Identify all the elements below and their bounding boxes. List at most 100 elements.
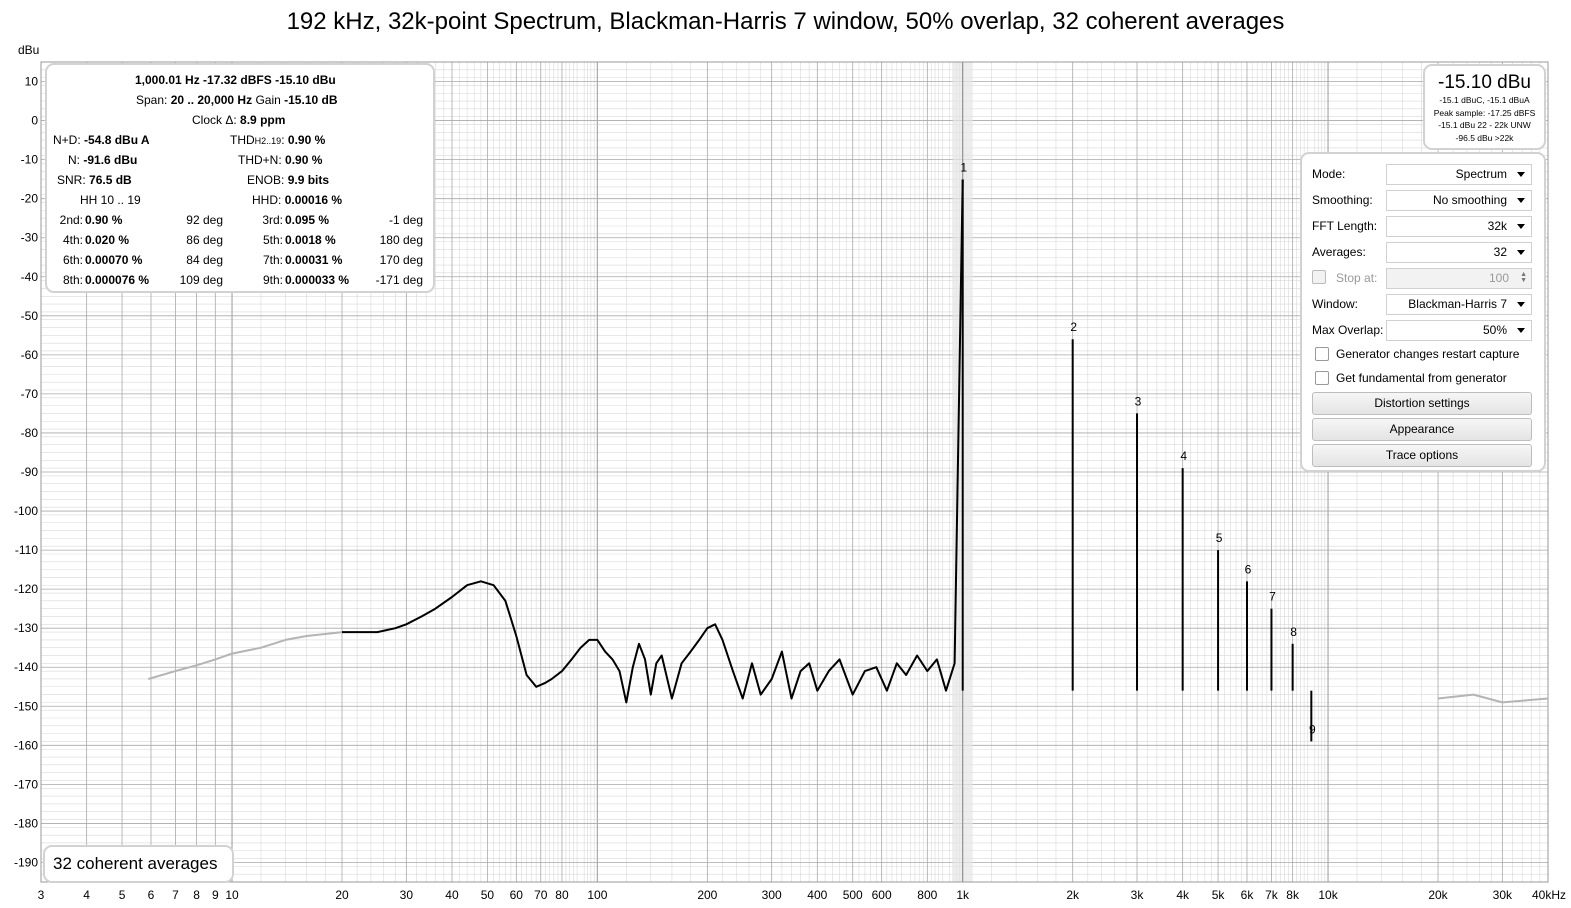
snr-label: SNR: bbox=[57, 173, 86, 187]
y-tick-label: -120 bbox=[14, 582, 38, 596]
chevron-down-icon bbox=[1517, 198, 1525, 203]
y-tick-label: -150 bbox=[14, 699, 38, 713]
noise-label: N: bbox=[68, 153, 80, 167]
harmonic-cell-p1: 92 deg bbox=[186, 213, 223, 227]
harmonic-cell-v1: 0.000076 % bbox=[85, 273, 150, 287]
y-tick-label: -130 bbox=[14, 621, 38, 635]
gain-label: Gain bbox=[255, 93, 281, 107]
harmonic-cell-l2: 3rd: bbox=[262, 213, 283, 227]
y-tick-label: -20 bbox=[21, 192, 39, 206]
y-tick-label: 0 bbox=[31, 114, 38, 128]
harmonic-label: 5 bbox=[1216, 531, 1223, 545]
span-label: Span: bbox=[136, 93, 168, 107]
hh-label: HH 10 .. 19 bbox=[80, 193, 141, 207]
y-tick-label: -180 bbox=[14, 816, 38, 830]
level-weighted: -15.1 dBuC, -15.1 dBuA bbox=[1439, 95, 1530, 105]
max-overlap-select[interactable]: 50% bbox=[1386, 320, 1532, 341]
noise-readout: N: -91.6 dBu bbox=[68, 152, 137, 168]
distortion-settings-button[interactable]: Distortion settings bbox=[1312, 392, 1532, 415]
harmonic-cell-l2: 7th: bbox=[262, 253, 283, 267]
chevron-down-icon bbox=[1517, 224, 1525, 229]
max-overlap-label: Max Overlap: bbox=[1312, 323, 1384, 337]
stop-at-label: Stop at: bbox=[1336, 271, 1378, 285]
harmonic-cell-v1: 0.020 % bbox=[85, 233, 130, 247]
harmonic-label: 1 bbox=[960, 161, 967, 175]
x-tick-label: 7 bbox=[172, 888, 179, 902]
y-tick-label: -70 bbox=[21, 387, 39, 401]
harmonic-cell-p1: 109 deg bbox=[179, 273, 223, 287]
y-tick-label: -160 bbox=[14, 738, 38, 752]
y-tick-label: -90 bbox=[21, 465, 39, 479]
hhd-value: 0.00016 % bbox=[284, 193, 343, 207]
harmonic-cell-p2: -171 deg bbox=[375, 273, 423, 287]
clock-label: Clock Δ: bbox=[192, 113, 237, 127]
trace-in-band bbox=[342, 179, 964, 704]
x-tick-label: 9 bbox=[212, 888, 219, 902]
y-tick-label: -40 bbox=[21, 270, 39, 284]
x-tick-label: 30k bbox=[1493, 888, 1513, 902]
fft-length-select[interactable]: 32k bbox=[1386, 216, 1532, 237]
trace-options-button[interactable]: Trace options bbox=[1312, 444, 1532, 467]
mode-label: Mode: bbox=[1312, 167, 1346, 181]
controls-panel: Mode: Spectrum Smoothing: No smoothing F… bbox=[1300, 152, 1546, 472]
x-tick-label: 100 bbox=[587, 888, 607, 902]
nd-readout: N+D: -54.8 dBu A bbox=[53, 132, 150, 148]
x-tick-label: 80 bbox=[555, 888, 569, 902]
snr-readout: SNR: 76.5 dB bbox=[57, 172, 132, 188]
thd-readout: THDH2..19: 0.90 % bbox=[230, 132, 325, 148]
x-tick-label: 800 bbox=[917, 888, 937, 902]
x-tick-label: 6k bbox=[1241, 888, 1255, 902]
harmonic-cell-p2: 180 deg bbox=[379, 233, 423, 247]
trace-above-band bbox=[1437, 693, 1549, 704]
harmonic-cell-v1: 0.00070 % bbox=[85, 253, 143, 267]
mode-select[interactable]: Spectrum bbox=[1386, 164, 1532, 185]
harmonic-label: 3 bbox=[1135, 394, 1142, 408]
harmonic-cell-l1: 2nd: bbox=[59, 213, 83, 227]
stop-at-stepper[interactable]: 100 ▲ ▼ bbox=[1386, 268, 1532, 289]
harmonic-label: 4 bbox=[1180, 449, 1187, 463]
harmonic-label: 7 bbox=[1269, 590, 1276, 604]
y-tick-label: -60 bbox=[21, 348, 39, 362]
enob-readout: ENOB: 9.9 bits bbox=[247, 172, 329, 188]
appearance-button[interactable]: Appearance bbox=[1312, 418, 1532, 441]
smoothing-select[interactable]: No smoothing bbox=[1386, 190, 1532, 211]
level-peak-sample: Peak sample: -17.25 dBFS bbox=[1433, 107, 1536, 118]
nd-label: N+D: bbox=[53, 133, 81, 147]
averages-select[interactable]: 32 bbox=[1386, 242, 1532, 263]
thdn-readout: THD+N: 0.90 % bbox=[238, 152, 322, 168]
thdn-label: THD+N: bbox=[238, 153, 282, 167]
x-tick-label: 10k bbox=[1318, 888, 1338, 902]
generator-restart-checkbox[interactable] bbox=[1315, 347, 1329, 361]
x-tick-label: 40 bbox=[445, 888, 459, 902]
y-tick-label: 10 bbox=[25, 75, 39, 89]
x-tick-label: 5 bbox=[119, 888, 126, 902]
harmonic-cell-v1: 0.90 % bbox=[85, 213, 123, 227]
window-select[interactable]: Blackman-Harris 7 bbox=[1386, 294, 1532, 315]
level-unweighted: -15.1 dBu 22 - 22k UNW bbox=[1438, 120, 1531, 130]
harmonic-cell-l2: 9th: bbox=[262, 273, 283, 287]
y-tick-label: -100 bbox=[14, 504, 38, 518]
fundamental-from-generator-checkbox[interactable] bbox=[1315, 371, 1329, 385]
x-tick-label: 2k bbox=[1066, 888, 1080, 902]
gain-value: -15.10 dB bbox=[284, 93, 338, 107]
stop-at-checkbox[interactable] bbox=[1312, 270, 1326, 284]
thdn-value: 0.90 % bbox=[285, 153, 323, 167]
x-tick-label: 500 bbox=[843, 888, 863, 902]
spinner-arrows-icon: ▲ ▼ bbox=[1520, 271, 1527, 284]
nd-value: -54.8 dBu A bbox=[84, 133, 150, 147]
harmonic-cell-l2: 5th: bbox=[262, 233, 283, 247]
smoothing-label: Smoothing: bbox=[1312, 193, 1373, 207]
chevron-down-icon bbox=[1517, 172, 1525, 177]
max-overlap-value: 50% bbox=[1482, 323, 1507, 337]
mode-value: Spectrum bbox=[1455, 167, 1507, 181]
x-tick-label: 7k bbox=[1265, 888, 1279, 902]
averages-value: 32 bbox=[1493, 245, 1507, 259]
level-above-band: -96.5 dBu >22k bbox=[1455, 132, 1514, 143]
clock-value: 8.9 ppm bbox=[240, 113, 286, 127]
x-tick-label: 4 bbox=[83, 888, 90, 902]
clock-readout: Clock Δ: 8.9 ppm bbox=[192, 112, 285, 128]
harmonic-label: 6 bbox=[1245, 562, 1252, 576]
harmonic-label: 8 bbox=[1290, 625, 1297, 639]
harmonic-cell-v2: 0.095 % bbox=[285, 213, 330, 227]
x-tick-label: 6 bbox=[148, 888, 155, 902]
